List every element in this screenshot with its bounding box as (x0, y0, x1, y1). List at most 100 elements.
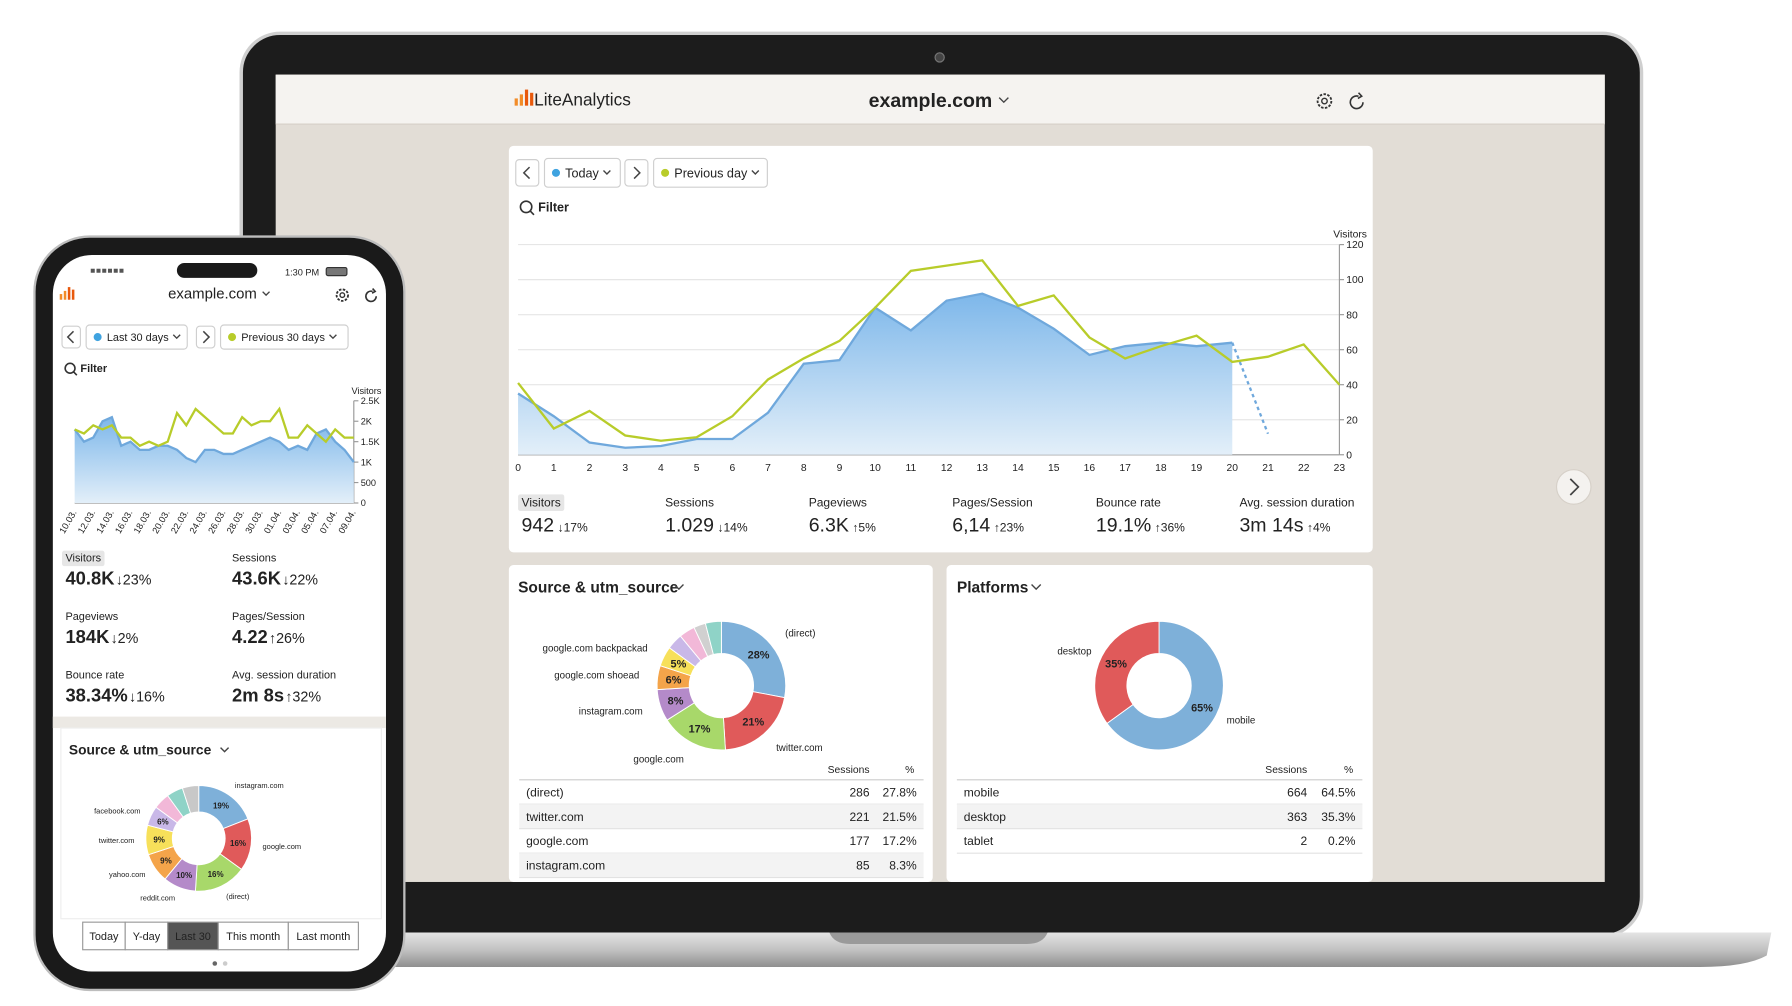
slice-value-label: 9% (160, 856, 172, 865)
logo-bar (67, 287, 71, 300)
chevron (998, 97, 1009, 104)
signal-dot (96, 268, 101, 273)
logo-bar (524, 89, 529, 106)
row-percent: 17.2% (883, 834, 917, 848)
slice-value-label: 35% (1105, 659, 1127, 671)
search-icon[interactable] (519, 200, 533, 214)
x-tick-label: 21 (1262, 463, 1274, 474)
button[interactable] (219, 324, 349, 350)
slice-label: google.com backpackad (543, 643, 648, 654)
x-tick-label: 2 (587, 463, 593, 474)
metric-value: 19.1% (1096, 515, 1151, 537)
settings-hub (1321, 97, 1328, 105)
button[interactable] (515, 159, 540, 187)
next-icon (1569, 478, 1580, 496)
refresh-icon[interactable] (365, 287, 378, 303)
slice-label: reddit.com (140, 894, 175, 903)
metric-value: 184K (65, 626, 110, 647)
x-tick-label: 22 (1298, 463, 1310, 474)
tab[interactable] (124, 921, 169, 951)
next-button[interactable] (1555, 469, 1592, 505)
metric-change: ↓23% (116, 573, 152, 589)
settings-icon[interactable] (1316, 93, 1333, 109)
metric-label: Pages/Session (232, 611, 305, 623)
slice-label: twitter.com (99, 836, 135, 845)
select-label: Previous day (674, 166, 748, 180)
phone-separator (52, 716, 386, 729)
metric-value: 43.6K (232, 568, 282, 589)
row-label: instagram.com (526, 859, 605, 873)
logo-bar (514, 98, 518, 106)
filter-label: Filter (80, 363, 107, 375)
card-title: Source & utm_source (518, 580, 679, 597)
slice-label: mobile (1227, 715, 1256, 726)
row-label: (direct) (526, 785, 563, 799)
slice-value-label: 28% (748, 650, 770, 662)
slice-value-label: 65% (1191, 702, 1213, 714)
button[interactable] (61, 325, 81, 349)
metric-label: Avg. session duration (1239, 495, 1354, 509)
row-sessions: 85 (856, 859, 870, 873)
button[interactable] (543, 157, 621, 188)
site-selector[interactable]: example.com (168, 286, 257, 303)
x-tick-label: 11 (906, 463, 917, 474)
metric-change: ↑32% (285, 690, 321, 706)
tab[interactable] (217, 921, 289, 951)
metric-value: 40.8K (65, 568, 115, 589)
tab-label: Y-day (133, 931, 161, 943)
page-dot (222, 961, 228, 966)
slice-value-label: 17% (689, 723, 711, 735)
card-title: Platforms (957, 580, 1029, 597)
slice-value-label: 19% (213, 801, 229, 810)
tab[interactable] (82, 921, 126, 951)
y-tick-label: 1.5K (361, 437, 381, 447)
y-tick-label: 1K (361, 457, 373, 467)
site-selector[interactable]: example.com (869, 90, 993, 112)
slice-value-label: 6% (666, 674, 682, 686)
button[interactable] (653, 157, 768, 188)
x-tick-label: 8 (801, 463, 807, 474)
y-tick-label: 60 (1346, 345, 1358, 356)
y-tick-label: 0 (361, 498, 366, 508)
signal-dot (113, 268, 118, 273)
y-tick-label: 0 (1346, 450, 1352, 461)
row-percent: 21.5% (883, 810, 917, 824)
signal-dot (119, 268, 124, 273)
row-sessions: 664 (1287, 785, 1307, 799)
metric-label: Pageviews (809, 495, 867, 509)
search-handle (529, 210, 535, 216)
metric-change: ↑26% (269, 631, 305, 647)
x-tick-label: 16 (1084, 463, 1096, 474)
button[interactable] (624, 159, 649, 187)
button[interactable] (195, 325, 216, 349)
row-sessions: 2 (1301, 834, 1308, 848)
x-tick-label: 10 (869, 463, 881, 474)
tab[interactable] (287, 921, 359, 951)
chevron (751, 170, 760, 175)
slice-label: twitter.com (776, 743, 823, 754)
battery (325, 267, 348, 277)
row-sessions: 286 (849, 785, 869, 799)
tab-label: Last month (296, 931, 350, 943)
slice-value-label: 10% (176, 871, 192, 880)
area (74, 417, 354, 503)
select-label: Previous 30 days (241, 332, 325, 344)
signal-dot (107, 268, 112, 273)
column-header: % (905, 765, 914, 776)
phone-notch (176, 262, 258, 278)
button[interactable] (85, 324, 188, 350)
laptop-base (225, 932, 1772, 967)
row-stripe (956, 804, 1363, 829)
search-icon[interactable] (64, 362, 76, 374)
slice-label: facebook.com (94, 807, 140, 816)
slice-value-label: 16% (230, 839, 246, 848)
chevron (673, 584, 684, 591)
refresh-icon[interactable] (1349, 92, 1364, 110)
slice-value-label: 21% (742, 717, 764, 729)
x-tick-label: 12 (941, 463, 953, 474)
prev-icon (522, 166, 531, 180)
chevron (262, 291, 271, 297)
brand: LiteAnalytics (534, 90, 631, 110)
settings-icon[interactable] (335, 288, 349, 302)
